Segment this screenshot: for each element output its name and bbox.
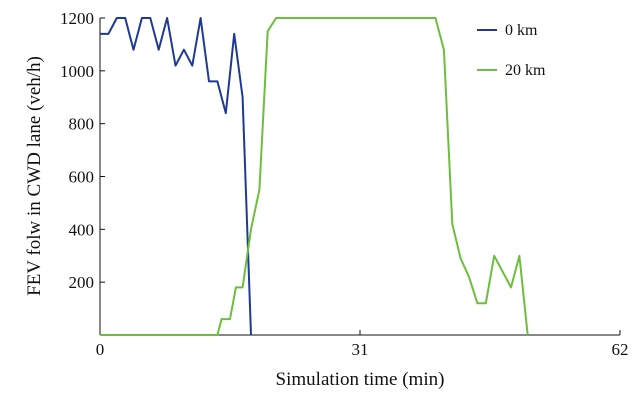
series-line-20km [100, 17, 529, 336]
y-tick-label: 1000 [60, 62, 94, 81]
x-axis-title: Simulation time (min) [276, 369, 445, 390]
x-tick-label: 62 [612, 340, 629, 359]
y-ticks: 200 400 600 800 1000 1200 [60, 9, 105, 292]
y-tick-label: 800 [69, 115, 95, 134]
y-axis-title: FEV folw in CWD lane (veh/h) [24, 56, 45, 296]
y-tick-label: 600 [69, 168, 95, 187]
series-group [100, 17, 529, 336]
x-ticks: 0 31 62 [96, 330, 629, 359]
x-tick-label: 31 [352, 340, 369, 359]
legend-label: 20 km [505, 62, 546, 79]
x-tick-label: 0 [96, 340, 105, 359]
y-tick-label: 200 [69, 273, 95, 292]
legend-label: 0 km [505, 22, 538, 39]
series-line-0km [100, 17, 252, 336]
legend: 0 km 20 km [477, 22, 546, 79]
y-tick-label: 400 [69, 220, 95, 239]
y-tick-label: 1200 [60, 9, 94, 28]
